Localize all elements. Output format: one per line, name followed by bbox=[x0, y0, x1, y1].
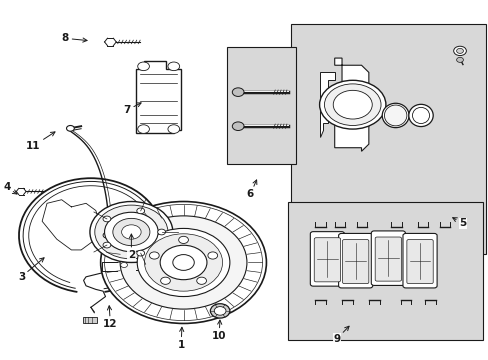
Circle shape bbox=[120, 216, 246, 309]
Text: 9: 9 bbox=[333, 326, 348, 343]
Circle shape bbox=[167, 62, 179, 71]
FancyBboxPatch shape bbox=[314, 238, 340, 282]
Circle shape bbox=[144, 234, 222, 291]
Circle shape bbox=[101, 202, 266, 323]
Circle shape bbox=[149, 252, 159, 259]
Circle shape bbox=[214, 307, 225, 315]
Circle shape bbox=[456, 48, 463, 53]
Circle shape bbox=[104, 204, 262, 320]
FancyBboxPatch shape bbox=[310, 231, 344, 286]
Circle shape bbox=[158, 229, 165, 235]
Circle shape bbox=[103, 232, 111, 238]
Text: 4: 4 bbox=[3, 182, 17, 194]
FancyBboxPatch shape bbox=[402, 233, 436, 288]
Circle shape bbox=[104, 212, 158, 252]
Circle shape bbox=[207, 252, 217, 259]
Circle shape bbox=[66, 126, 74, 131]
Bar bbox=[288, 202, 483, 339]
Circle shape bbox=[113, 219, 150, 246]
Circle shape bbox=[456, 57, 463, 62]
Polygon shape bbox=[320, 72, 334, 137]
Circle shape bbox=[178, 236, 188, 243]
Polygon shape bbox=[330, 58, 368, 151]
Circle shape bbox=[453, 46, 466, 55]
Circle shape bbox=[167, 125, 179, 134]
Circle shape bbox=[172, 255, 194, 270]
Text: 7: 7 bbox=[123, 103, 141, 115]
Text: 1: 1 bbox=[177, 327, 184, 350]
Circle shape bbox=[103, 242, 111, 248]
FancyBboxPatch shape bbox=[342, 239, 368, 284]
Circle shape bbox=[160, 245, 206, 280]
Circle shape bbox=[160, 277, 170, 284]
Ellipse shape bbox=[384, 105, 406, 126]
Circle shape bbox=[137, 228, 229, 297]
Text: 11: 11 bbox=[26, 132, 55, 151]
FancyBboxPatch shape bbox=[370, 231, 405, 285]
Circle shape bbox=[196, 277, 206, 284]
Circle shape bbox=[137, 208, 144, 214]
Circle shape bbox=[232, 88, 244, 96]
Circle shape bbox=[324, 84, 380, 126]
Circle shape bbox=[332, 90, 371, 119]
Text: 2: 2 bbox=[127, 234, 135, 260]
Circle shape bbox=[232, 122, 244, 131]
Bar bbox=[290, 24, 485, 253]
Circle shape bbox=[138, 62, 149, 71]
FancyBboxPatch shape bbox=[374, 237, 401, 281]
Circle shape bbox=[137, 250, 144, 256]
Text: 6: 6 bbox=[246, 180, 256, 199]
Ellipse shape bbox=[382, 103, 408, 128]
Text: 10: 10 bbox=[211, 320, 226, 341]
Text: 5: 5 bbox=[452, 218, 466, 228]
Circle shape bbox=[90, 202, 172, 262]
Circle shape bbox=[210, 304, 229, 318]
Circle shape bbox=[319, 80, 385, 129]
Circle shape bbox=[122, 225, 141, 239]
Text: 12: 12 bbox=[103, 306, 118, 329]
Ellipse shape bbox=[408, 104, 432, 127]
Polygon shape bbox=[136, 61, 181, 134]
Text: 3: 3 bbox=[18, 258, 44, 282]
Ellipse shape bbox=[412, 107, 428, 123]
Circle shape bbox=[138, 125, 149, 134]
FancyBboxPatch shape bbox=[338, 233, 372, 288]
Bar bbox=[227, 47, 295, 164]
Bar bbox=[82, 317, 97, 323]
Circle shape bbox=[103, 216, 111, 222]
FancyBboxPatch shape bbox=[406, 239, 432, 284]
Circle shape bbox=[121, 262, 127, 267]
Circle shape bbox=[95, 205, 167, 259]
Text: 8: 8 bbox=[61, 33, 87, 43]
